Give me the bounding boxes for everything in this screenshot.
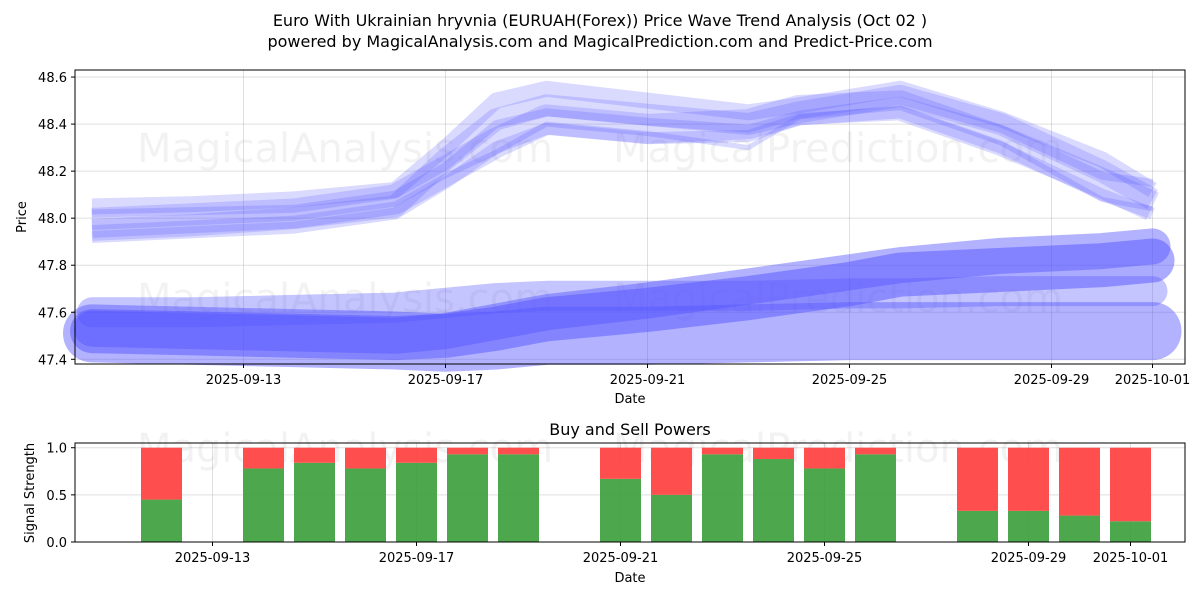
sell-bar [702, 447, 743, 455]
sell-bar [243, 447, 284, 469]
sell-bar [345, 447, 386, 469]
sell-bar [498, 447, 539, 455]
sell-bar [294, 447, 335, 463]
price-x-tick-label: 2025-09-29 [1014, 373, 1090, 388]
buy-bar [600, 478, 641, 542]
signal-y-axis-label: Signal Strength [23, 443, 38, 543]
signal-y-tick-label: 0.0 [46, 536, 67, 551]
price-y-tick-label: 48.0 [38, 212, 67, 227]
price-x-tick-label: 2025-09-25 [812, 373, 888, 388]
trend-band-4 [77, 276, 1168, 328]
price-x-tick-label: 2025-09-17 [408, 373, 484, 388]
buy-bar [1110, 521, 1151, 542]
signal-panel-title: Buy and Sell Powers [549, 420, 711, 439]
price-x-tick-label: 2025-09-13 [206, 373, 282, 388]
buy-bar [396, 462, 437, 542]
wave-band-5 [91, 96, 1154, 218]
signal-x-tick-label: 2025-10-01 [1093, 551, 1169, 566]
price-y-tick-label: 47.8 [38, 259, 67, 274]
chart-subtitle: powered by MagicalAnalysis.com and Magic… [267, 32, 932, 51]
wave-band-1 [91, 90, 1159, 238]
watermark-analysis: MagicalAnalysis.com [137, 126, 553, 172]
price-x-axis-label: Date [614, 392, 645, 407]
price-axis-ticks: 2025-09-13 2025-09-17 2025-09-21 2025-09-25… [38, 71, 1190, 388]
price-y-tick-label: 48.6 [38, 71, 67, 86]
sell-bar [1008, 447, 1049, 511]
signal-y-tick-label: 1.0 [46, 442, 67, 457]
sell-bar [804, 447, 845, 469]
buy-bar [447, 454, 488, 542]
signal-panel: Buy and Sell Powers MagicalAnalysis.com … [23, 420, 1186, 586]
signal-x-axis-label: Date [614, 571, 645, 586]
price-y-tick-label: 47.6 [38, 306, 67, 321]
signal-x-tick-label: 2025-09-17 [379, 551, 455, 566]
buy-bar [243, 468, 284, 542]
sell-bar [141, 447, 182, 500]
price-y-tick-label: 48.2 [38, 165, 67, 180]
buy-bar [1008, 510, 1049, 542]
price-y-axis-label: Price [15, 201, 30, 233]
buy-bar [855, 454, 896, 542]
trend-band-3 [74, 228, 1171, 354]
wave-band-2 [91, 84, 1158, 241]
sell-bar [1059, 447, 1100, 516]
chart-title: Euro With Ukrainian hryvnia (EURUAH(Fore… [273, 11, 927, 30]
price-y-tick-label: 48.4 [38, 118, 67, 133]
sell-bar [447, 447, 488, 455]
signal-y-tick-label: 0.5 [46, 489, 67, 504]
price-x-tick-label: 2025-10-01 [1115, 373, 1191, 388]
buy-bar [957, 510, 998, 542]
price-y-tick-label: 47.4 [38, 353, 67, 368]
buy-bar [345, 468, 386, 542]
price-grid [75, 70, 1185, 364]
signal-x-tick-label: 2025-09-29 [991, 551, 1067, 566]
price-x-tick-label: 2025-09-21 [610, 373, 686, 388]
buy-bar [1059, 515, 1100, 542]
signal-x-tick-label: 2025-09-13 [175, 551, 251, 566]
sell-bar [1110, 447, 1151, 522]
buy-bar [702, 454, 743, 542]
sell-bar [651, 447, 692, 495]
wave-band-4 [91, 106, 1155, 243]
wave-band-3 [91, 80, 1157, 215]
signal-x-tick-label: 2025-09-21 [583, 551, 659, 566]
buy-bar [141, 499, 182, 542]
sell-bar [753, 447, 794, 460]
buy-bar [651, 494, 692, 542]
sell-bar [396, 447, 437, 463]
sell-bar [855, 447, 896, 455]
price-series-layer [63, 80, 1182, 372]
watermark-prediction: MagicalPrediction.com [613, 126, 1063, 172]
buy-bar [804, 468, 845, 542]
price-plot-frame [74, 69, 1186, 365]
sell-bar [957, 447, 998, 511]
buy-bar [753, 459, 794, 542]
wave-band-6 [91, 105, 1153, 231]
signal-x-tick-label: 2025-09-25 [787, 551, 863, 566]
signal-plot-frame [74, 442, 1186, 543]
sell-bar [600, 447, 641, 479]
buy-bar [294, 462, 335, 542]
trend-band-2 [70, 238, 1175, 361]
buy-bar [498, 454, 539, 542]
signal-axis-ticks: 2025-09-13 2025-09-17 2025-09-21 2025-09-25… [46, 442, 1168, 566]
price-panel: MagicalAnalysis.com MagicalPrediction.co… [15, 69, 1190, 407]
signal-bars-layer [141, 447, 1151, 542]
